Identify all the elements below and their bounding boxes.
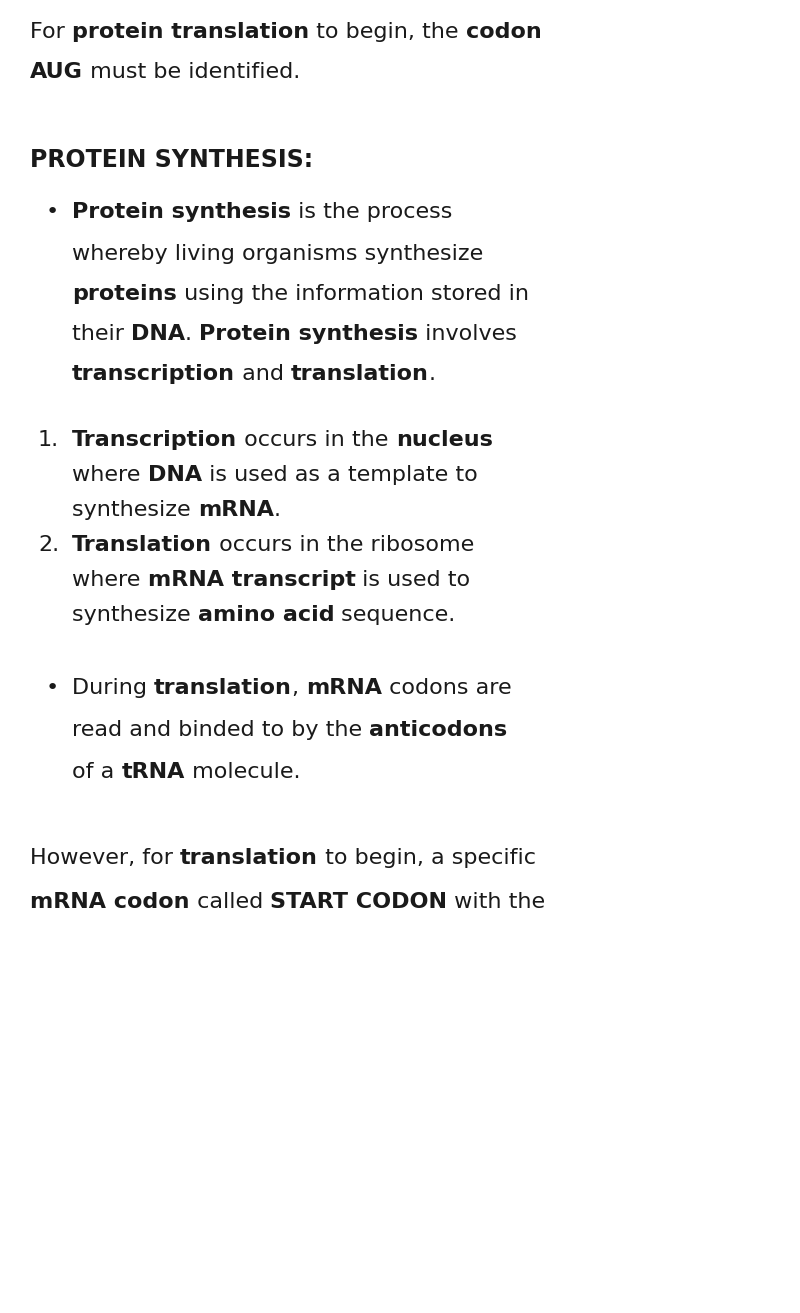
Text: and: and bbox=[235, 364, 291, 383]
Text: .: . bbox=[429, 364, 436, 383]
Text: .: . bbox=[274, 500, 281, 520]
Text: is used as a template to: is used as a template to bbox=[202, 465, 478, 484]
Text: translation: translation bbox=[180, 848, 318, 868]
Text: must be identified.: must be identified. bbox=[83, 62, 300, 81]
Text: tRNA: tRNA bbox=[122, 762, 185, 783]
Text: For: For bbox=[30, 22, 72, 42]
Text: codons are: codons are bbox=[382, 678, 512, 699]
Text: amino acid: amino acid bbox=[198, 605, 334, 625]
Text: Translation: Translation bbox=[72, 534, 212, 555]
Text: mRNA: mRNA bbox=[306, 678, 382, 699]
Text: translation: translation bbox=[154, 678, 292, 699]
Text: protein translation: protein translation bbox=[72, 22, 309, 42]
Text: translation: translation bbox=[291, 364, 429, 383]
Text: 1.: 1. bbox=[38, 429, 59, 450]
Text: occurs in the: occurs in the bbox=[237, 429, 396, 450]
Text: mRNA codon: mRNA codon bbox=[30, 892, 190, 913]
Text: to begin, a specific: to begin, a specific bbox=[318, 848, 536, 868]
Text: synthesize: synthesize bbox=[72, 605, 198, 625]
Text: with the: with the bbox=[447, 892, 545, 913]
Text: synthesize: synthesize bbox=[72, 500, 198, 520]
Text: •: • bbox=[46, 678, 59, 699]
Text: molecule.: molecule. bbox=[185, 762, 300, 783]
Text: mRNA transcript: mRNA transcript bbox=[147, 570, 355, 590]
Text: where: where bbox=[72, 570, 147, 590]
Text: DNA: DNA bbox=[131, 324, 186, 344]
Text: proteins: proteins bbox=[72, 284, 177, 305]
Text: During: During bbox=[72, 678, 154, 699]
Text: ,: , bbox=[292, 678, 306, 699]
Text: nucleus: nucleus bbox=[396, 429, 493, 450]
Text: codon: codon bbox=[466, 22, 542, 42]
Text: to begin, the: to begin, the bbox=[309, 22, 466, 42]
Text: transcription: transcription bbox=[72, 364, 235, 383]
Text: using the information stored in: using the information stored in bbox=[177, 284, 529, 305]
Text: .: . bbox=[186, 324, 199, 344]
Text: involves: involves bbox=[418, 324, 518, 344]
Text: of a: of a bbox=[72, 762, 122, 783]
Text: their: their bbox=[72, 324, 131, 344]
Text: where: where bbox=[72, 465, 147, 484]
Text: START CODON: START CODON bbox=[270, 892, 447, 913]
Text: is the process: is the process bbox=[291, 202, 452, 222]
Text: PROTEIN SYNTHESIS:: PROTEIN SYNTHESIS: bbox=[30, 148, 313, 172]
Text: mRNA: mRNA bbox=[198, 500, 274, 520]
Text: is used to: is used to bbox=[355, 570, 470, 590]
Text: occurs in the ribosome: occurs in the ribosome bbox=[212, 534, 474, 555]
Text: Protein synthesis: Protein synthesis bbox=[72, 202, 291, 222]
Text: 2.: 2. bbox=[38, 534, 59, 555]
Text: AUG: AUG bbox=[30, 62, 83, 81]
Text: anticodons: anticodons bbox=[370, 720, 507, 741]
Text: read and binded to by the: read and binded to by the bbox=[72, 720, 370, 741]
Text: However, for: However, for bbox=[30, 848, 180, 868]
Text: whereby living organisms synthesize: whereby living organisms synthesize bbox=[72, 244, 483, 264]
Text: •: • bbox=[46, 202, 59, 222]
Text: sequence.: sequence. bbox=[334, 605, 456, 625]
Text: called: called bbox=[190, 892, 270, 913]
Text: DNA: DNA bbox=[147, 465, 202, 484]
Text: Transcription: Transcription bbox=[72, 429, 237, 450]
Text: Protein synthesis: Protein synthesis bbox=[199, 324, 418, 344]
